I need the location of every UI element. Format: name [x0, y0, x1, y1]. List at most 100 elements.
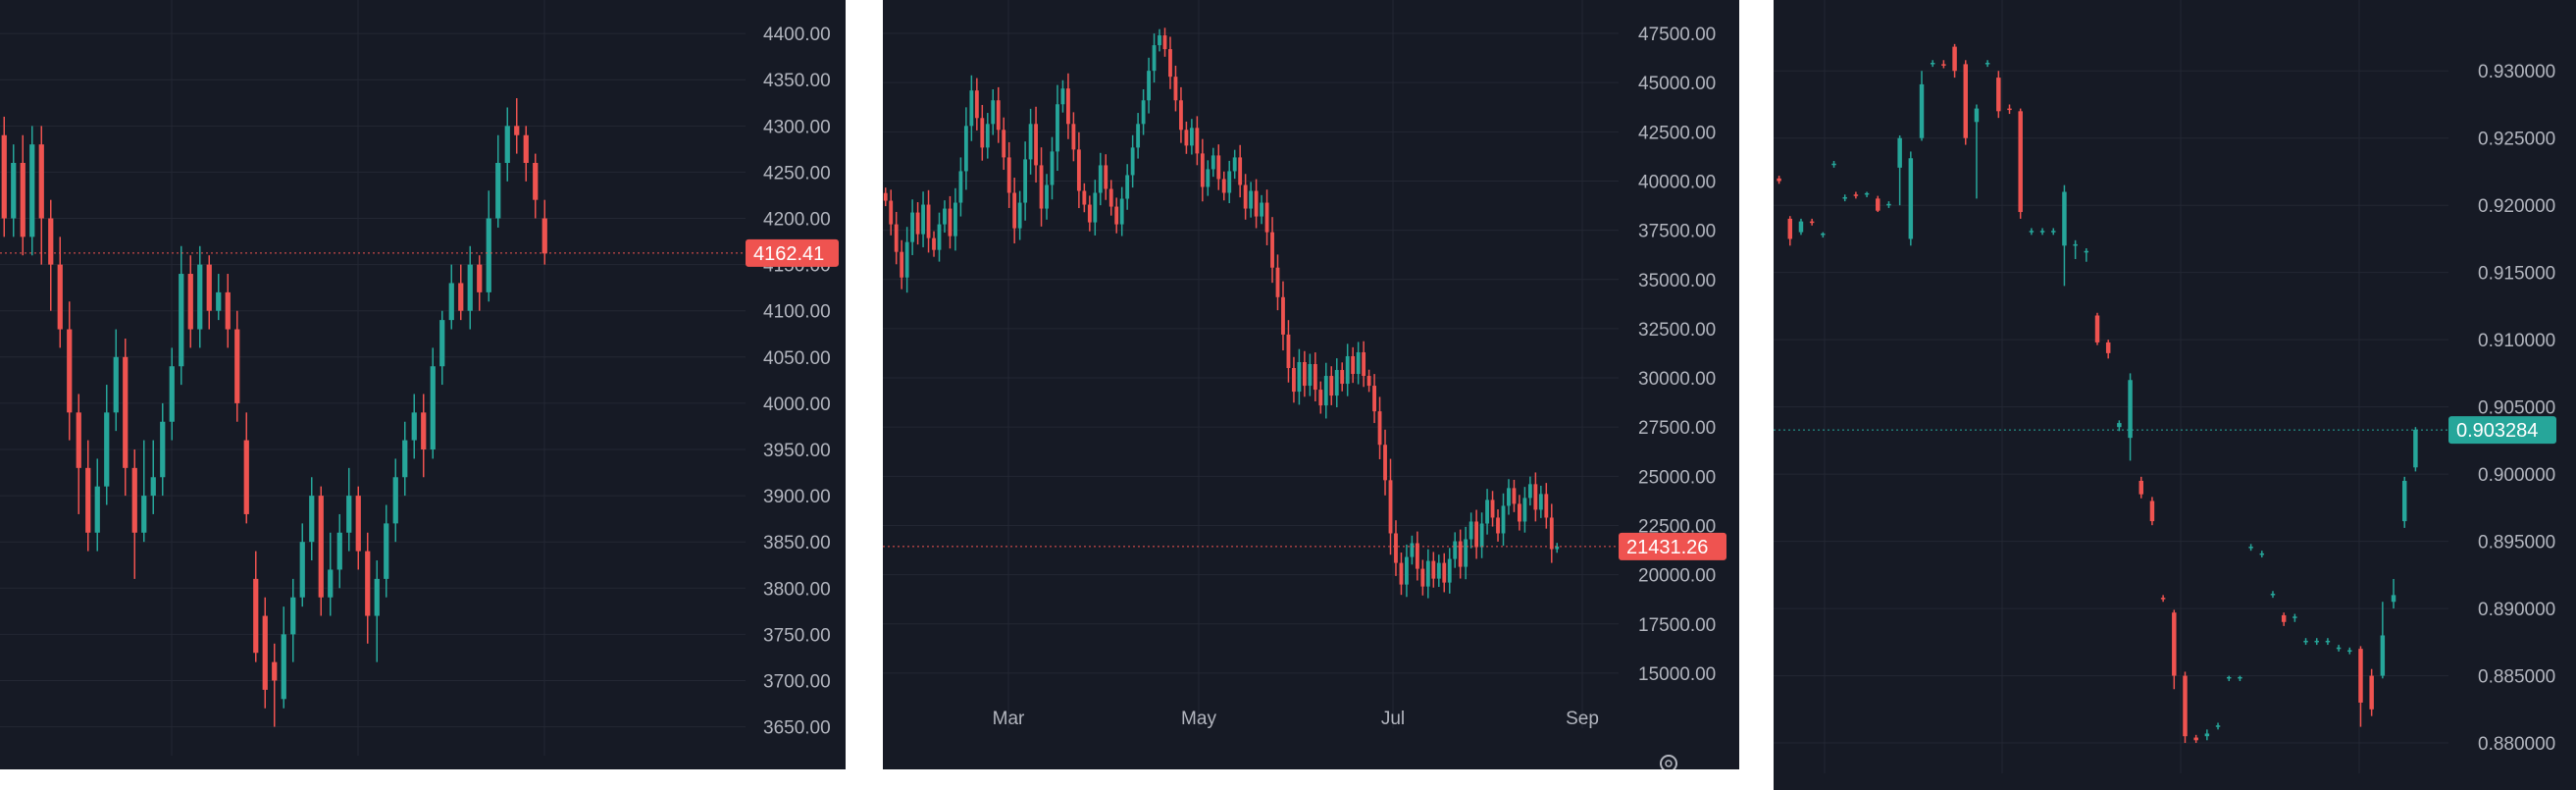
candle-body [1056, 104, 1059, 152]
candlestick-chart-2[interactable]: 47500.00 45000.00 42500.00 40000.00 37500.00… [883, 0, 1739, 769]
chart-panel-1[interactable]: 4400.004350.004300.004250.004200.004150.… [0, 0, 846, 769]
candle-body [392, 477, 398, 524]
candle-body [225, 291, 231, 330]
candle-body [20, 163, 26, 237]
candle-body [365, 551, 371, 616]
candle-body [1082, 190, 1087, 205]
candle-body [889, 200, 894, 225]
candle-body [1087, 204, 1092, 223]
candle-body [1108, 188, 1113, 207]
y-tick-label: 0.885000 [2478, 667, 2555, 688]
candlestick-chart-3[interactable]: 0.930000 0.925000 0.920000 0.915000 0.910000… [1774, 0, 2576, 790]
y-tick-label: 17500.00 [1638, 615, 1716, 636]
candle-body [1853, 194, 1859, 196]
candle-body [1798, 221, 1804, 233]
candle-body [29, 144, 35, 237]
candle-body [1555, 546, 1560, 550]
candle-body [1023, 159, 1028, 203]
candle-body [2248, 547, 2253, 549]
candle-body [2073, 243, 2078, 246]
candle-body [980, 118, 985, 148]
candle-body [1479, 523, 1484, 548]
candle-body [1302, 361, 1307, 387]
candle-body [1238, 157, 1243, 185]
candle-body [458, 283, 464, 311]
candle-body [1232, 157, 1237, 172]
candle-body [1292, 368, 1296, 393]
candle-body [374, 578, 380, 616]
candle-body [11, 163, 17, 219]
candle-body [94, 486, 100, 533]
candle-body [131, 467, 137, 533]
candle-body [402, 440, 408, 478]
candle-body [48, 218, 54, 265]
candle-body [309, 496, 315, 543]
y-tick-label: 25000.00 [1638, 467, 1716, 488]
candle-body [336, 532, 342, 570]
candle-body [969, 90, 974, 127]
candle-body [2094, 315, 2100, 342]
candle-body [1507, 488, 1511, 506]
candle-body [1864, 192, 1870, 195]
candle-body [2007, 108, 2012, 111]
gear-icon-hub [1665, 760, 1673, 767]
candle-body [1952, 46, 1957, 72]
y-tick-label: 27500.00 [1638, 418, 1716, 439]
candle-body [477, 264, 483, 292]
candle-body [1200, 153, 1205, 187]
candle-body [1297, 361, 1302, 393]
candle-body [1366, 376, 1371, 387]
candle-body [1211, 155, 1215, 170]
candle-body [1076, 149, 1081, 191]
candle-body [1017, 202, 1022, 229]
last-price-tag [1619, 532, 1726, 560]
candle-body [996, 100, 1001, 131]
candle-body [1436, 562, 1441, 579]
candle-body [1383, 445, 1387, 481]
candle-body [1216, 155, 1221, 180]
candle-body [123, 356, 129, 468]
candle-body [1919, 83, 1925, 138]
candle-body [1897, 137, 1902, 168]
x-tick-label: Mar [993, 709, 1025, 729]
candle-body [290, 597, 296, 635]
candle-body [1405, 556, 1409, 585]
candle-body [1522, 498, 1527, 522]
y-tick-label: 3800.00 [763, 579, 831, 600]
candle-body [1527, 484, 1532, 499]
x-tick-label: May [1181, 709, 1216, 729]
candle-body [328, 569, 334, 598]
candle-body [533, 163, 539, 200]
candle-body [1249, 190, 1254, 209]
chart-panel-2[interactable]: 47500.00 45000.00 42500.00 40000.00 37500.00… [883, 0, 1739, 769]
candle-body [1130, 147, 1135, 176]
candle-body [985, 124, 990, 148]
candle-body [2238, 676, 2242, 679]
candle-body [1002, 130, 1006, 158]
gear-icon-ring [1660, 755, 1677, 769]
candle-body [1243, 184, 1248, 209]
candlestick-chart-1[interactable]: 4400.004350.004300.004250.004200.004150.… [0, 0, 846, 769]
candle-body [1136, 124, 1141, 148]
candle-body [1189, 128, 1194, 146]
candle-body [932, 237, 936, 250]
candle-body [2391, 595, 2396, 603]
last-price-label: 4162.41 [753, 243, 824, 265]
gear-icon [1660, 755, 1677, 769]
candle-body [1496, 517, 1500, 534]
candle-body [1372, 386, 1376, 412]
candle-body [1464, 539, 1468, 567]
candle-body [1254, 190, 1259, 217]
candle-body [1831, 163, 1836, 166]
candle-body [234, 329, 240, 403]
candle-body [883, 192, 888, 201]
chart-panel-3[interactable]: 0.930000 0.925000 0.920000 0.915000 0.910000… [1774, 0, 2576, 790]
y-tick-label: 3950.00 [763, 441, 831, 461]
candle-body [514, 126, 520, 135]
y-tick-label: 0.920000 [2478, 196, 2555, 217]
candle-body [1420, 568, 1425, 587]
candle-body [1356, 351, 1361, 375]
candle-body [384, 523, 389, 579]
candle-body [2018, 111, 2023, 213]
y-tick-label: 22500.00 [1638, 516, 1716, 537]
